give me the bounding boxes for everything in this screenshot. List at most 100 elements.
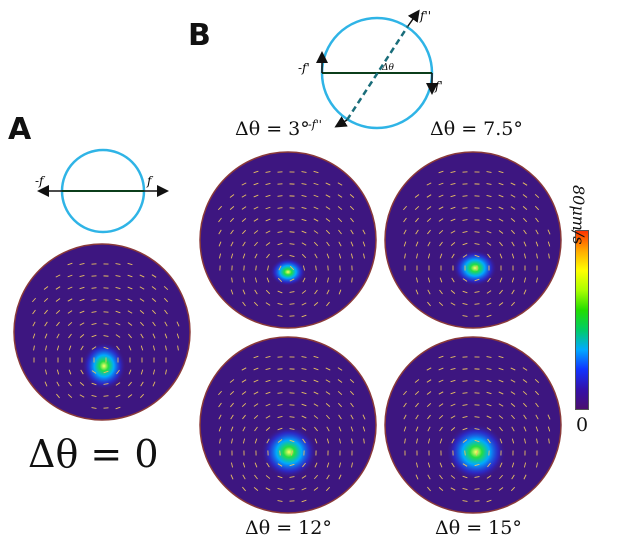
velocity-arrow <box>218 229 222 235</box>
velocity-arrow <box>439 241 443 247</box>
velocity-arrow <box>414 194 420 198</box>
velocity-arrow <box>265 427 271 431</box>
velocity-arrow <box>475 450 479 456</box>
velocity-arrow <box>450 475 456 479</box>
velocity-arrow <box>499 241 503 247</box>
velocity-arrow <box>56 393 60 399</box>
velocity-arrow <box>253 218 259 222</box>
velocity-arrow <box>103 346 109 350</box>
velocity-arrow <box>277 500 283 502</box>
velocity-arrow <box>289 303 295 305</box>
velocity-arrow <box>253 379 259 383</box>
velocity-arrow <box>151 309 157 315</box>
velocity-arrow <box>498 206 504 210</box>
velocity-arrow <box>33 345 35 351</box>
velocity-arrow <box>277 242 283 246</box>
velocity-arrow <box>230 241 234 247</box>
velocity-arrow <box>277 315 283 317</box>
velocity-arrow <box>451 438 455 444</box>
velocity-arrow <box>487 253 491 259</box>
velocity-arrow <box>337 379 343 383</box>
velocity-arrow <box>438 367 444 371</box>
velocity-arrow <box>486 218 492 222</box>
velocity-arrow <box>79 298 85 302</box>
velocity-arrow <box>427 277 431 283</box>
velocity-arrow <box>313 355 319 359</box>
velocity-arrow <box>55 274 61 278</box>
force-arrow-top <box>407 9 420 27</box>
velocity-arrow <box>486 475 492 479</box>
velocity-arrow <box>116 369 120 375</box>
velocity-arrow <box>127 394 133 398</box>
velocity-arrow <box>115 406 121 410</box>
velocity-arrow <box>241 379 247 383</box>
velocity-arrow <box>67 310 73 314</box>
velocity-arrow <box>301 195 307 197</box>
velocity-arrow <box>464 450 466 456</box>
flow-disk-12deg <box>199 336 377 514</box>
velocity-arrow <box>151 274 157 278</box>
velocity-arrow <box>218 241 222 247</box>
velocity-arrow <box>403 229 407 235</box>
velocity-arrow <box>523 414 527 420</box>
velocity-arrow <box>450 403 456 407</box>
velocity-arrow <box>486 391 492 395</box>
velocity-arrow <box>534 378 540 384</box>
velocity-arrow <box>534 194 540 198</box>
velocity-arrow <box>139 310 145 314</box>
velocity-arrow <box>116 345 120 351</box>
velocity-arrow <box>415 402 419 408</box>
velocity-arrow <box>254 277 258 283</box>
velocity-arrow <box>265 415 271 419</box>
velocity-arrow <box>337 367 343 371</box>
velocity-arrow <box>56 381 60 387</box>
velocity-arrow <box>115 275 121 277</box>
velocity-arrow <box>363 253 365 259</box>
velocity-arrow <box>313 487 319 491</box>
velocity-arrow <box>426 379 432 383</box>
velocity-arrow <box>55 309 61 315</box>
velocity-arrow <box>427 289 431 295</box>
velocity-arrow <box>241 402 247 408</box>
velocity-arrow <box>403 414 407 420</box>
velocity-arrow <box>438 302 444 306</box>
velocity-arrow <box>313 182 319 186</box>
velocity-arrow <box>314 462 318 468</box>
velocity-arrow <box>426 391 432 395</box>
velocity-arrow <box>265 487 271 491</box>
velocity-arrow <box>127 274 133 278</box>
velocity-arrow <box>523 229 527 235</box>
velocity-arrow <box>265 194 271 198</box>
velocity-arrow <box>253 414 259 420</box>
velocity-arrow <box>242 414 246 420</box>
velocity-arrow <box>302 462 306 468</box>
velocity-arrow <box>302 438 306 444</box>
caption-12deg: Δθ = 12° <box>245 517 332 539</box>
velocity-arrow <box>350 414 354 420</box>
flow-hotspot <box>82 342 126 390</box>
velocity-arrow <box>426 402 432 408</box>
velocity-arrow <box>486 195 492 197</box>
velocity-arrow <box>152 369 156 375</box>
velocity-arrow <box>301 380 307 382</box>
velocity-arrow <box>427 229 431 235</box>
velocity-arrow <box>67 274 73 278</box>
velocity-arrow <box>254 253 258 259</box>
velocity-arrow <box>414 390 420 396</box>
velocity-arrow <box>32 333 36 339</box>
velocity-arrow <box>450 356 456 358</box>
velocity-arrow <box>313 206 319 210</box>
force-top-label: f'' <box>419 9 431 23</box>
velocity-arrow <box>349 194 355 198</box>
velocity-arrow <box>115 287 121 289</box>
velocity-arrow <box>535 229 539 235</box>
velocity-arrow <box>462 195 468 197</box>
velocity-arrow <box>265 230 271 234</box>
velocity-arrow <box>499 289 503 295</box>
velocity-arrow <box>128 381 132 387</box>
velocity-arrow <box>510 367 516 371</box>
velocity-arrow <box>524 438 526 444</box>
velocity-arrow <box>548 253 550 259</box>
velocity-arrow <box>499 462 503 468</box>
velocity-arrow <box>450 302 456 306</box>
